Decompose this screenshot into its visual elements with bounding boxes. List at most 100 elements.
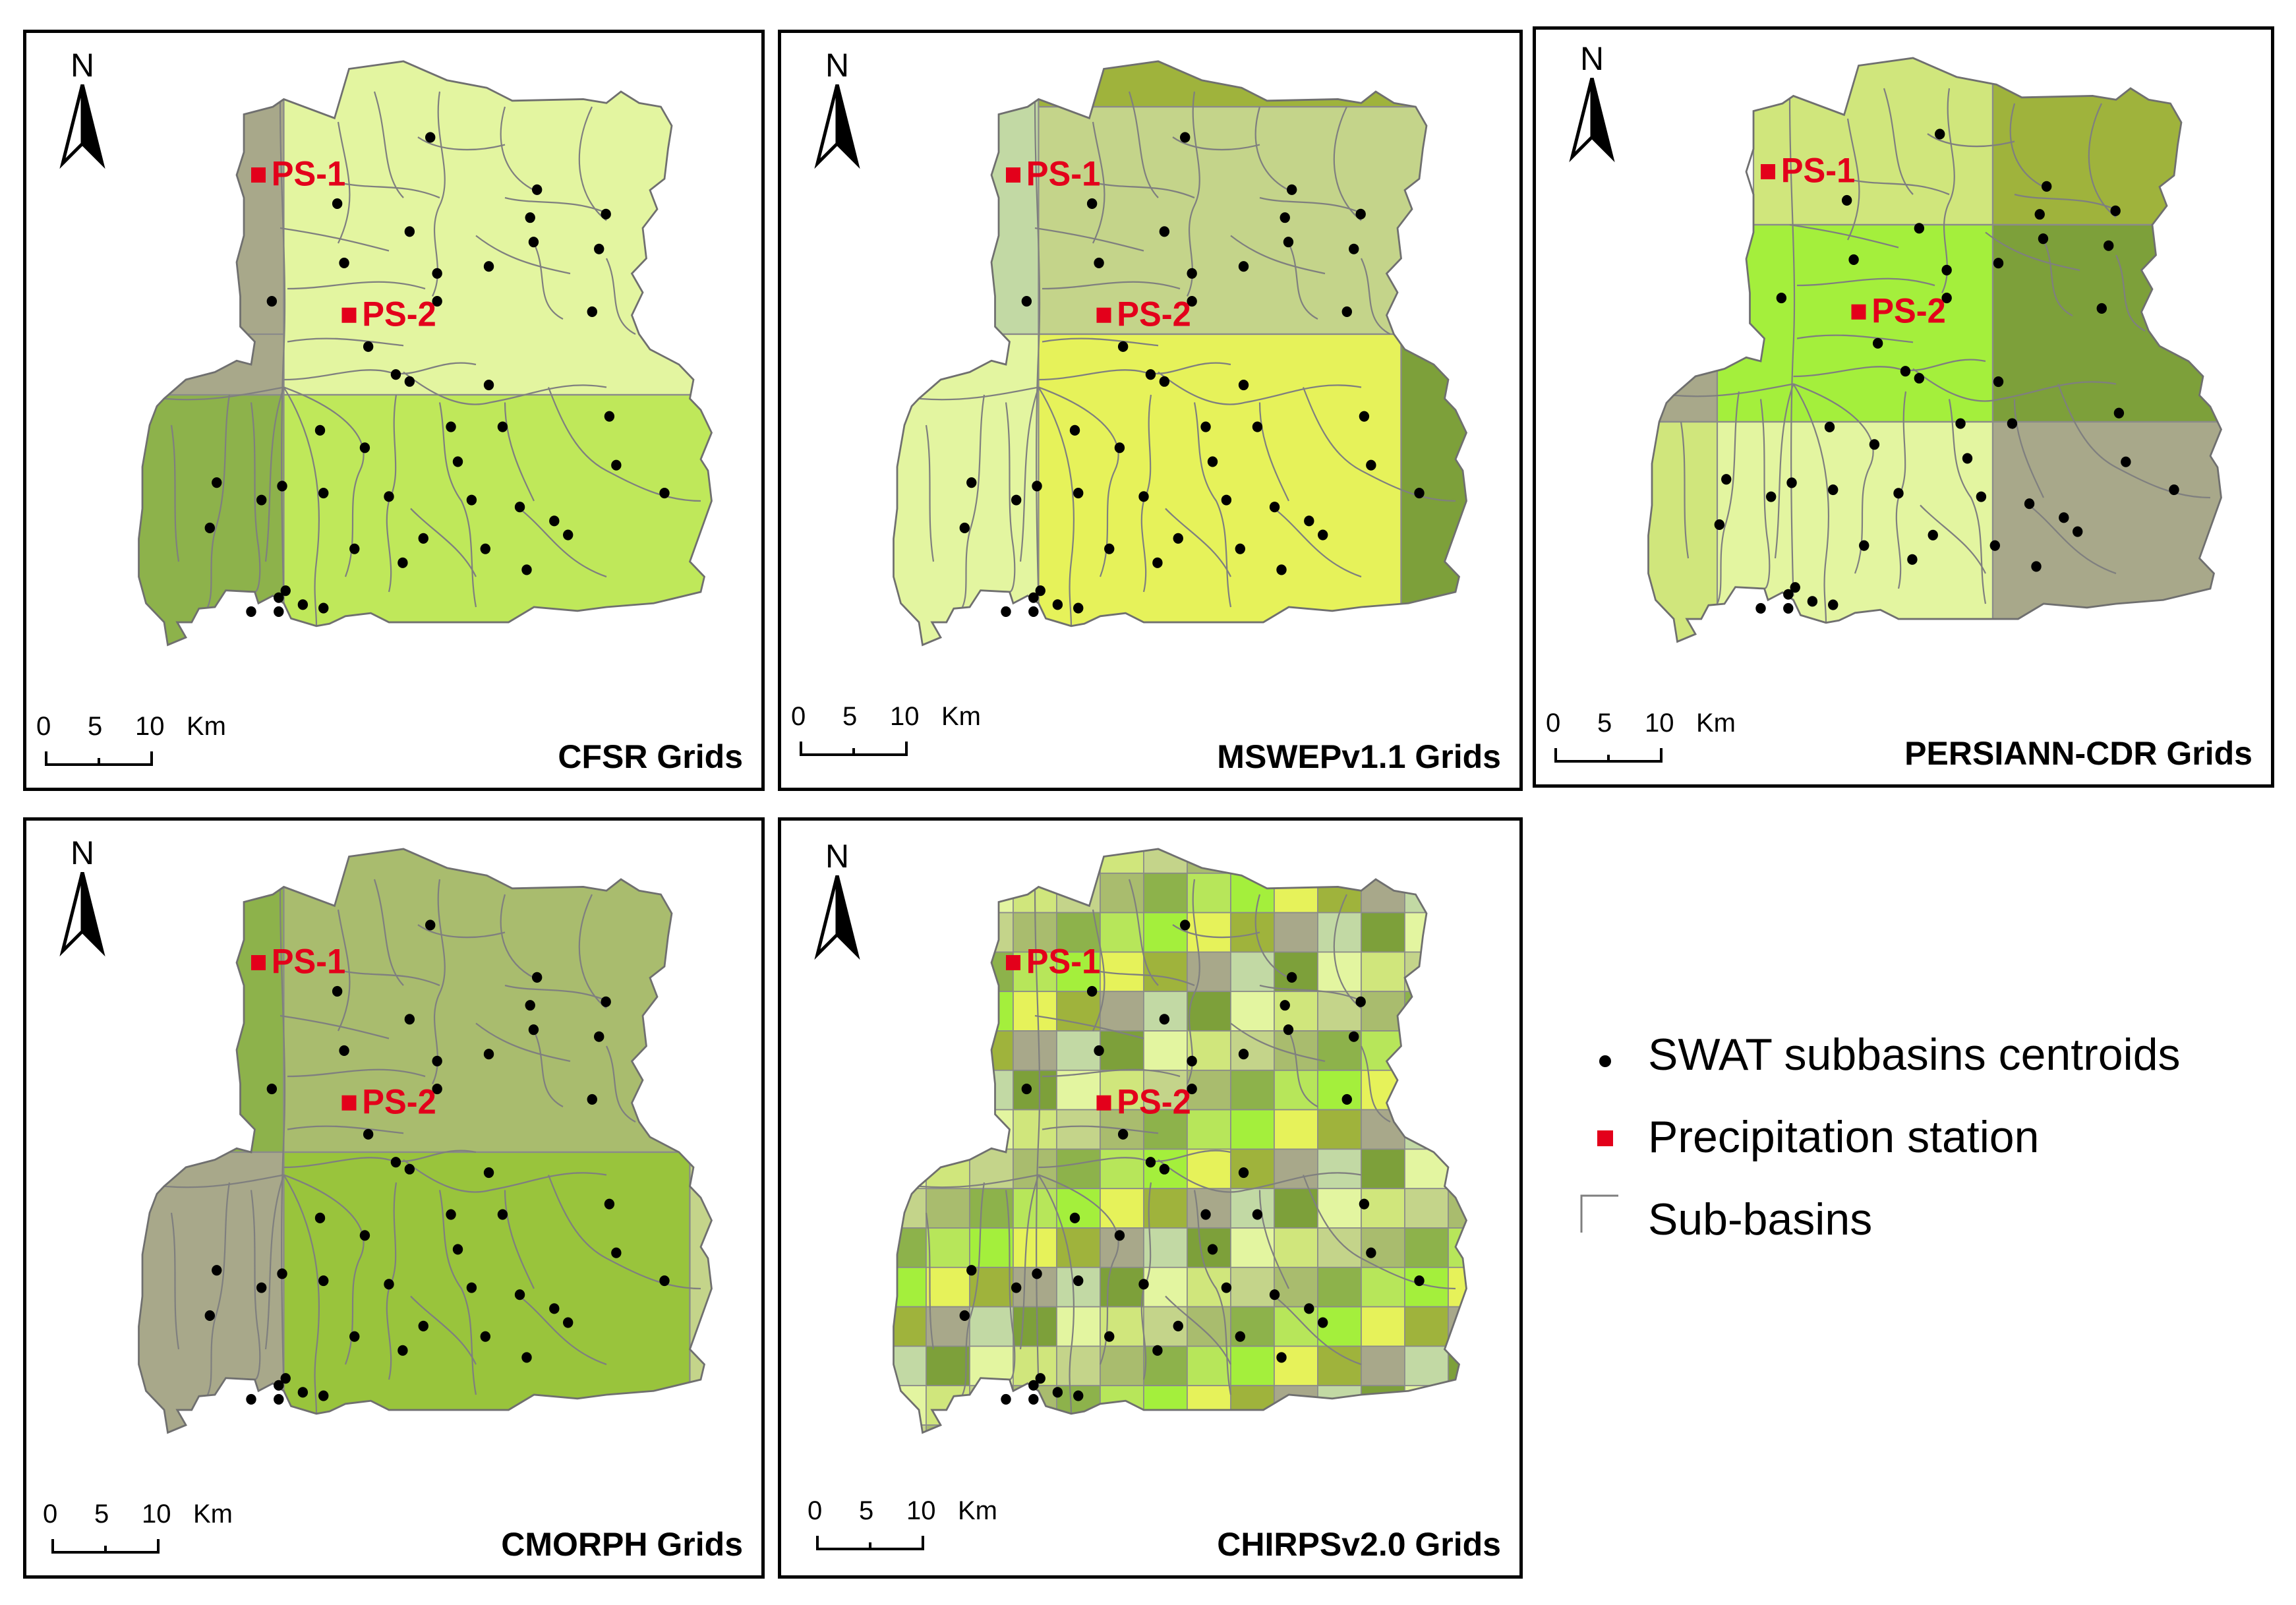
subbasin-boundary bbox=[1259, 196, 1362, 214]
subbasin-centroid bbox=[349, 543, 360, 554]
grid-cell bbox=[1230, 1345, 1275, 1387]
subbasin-boundary bbox=[504, 402, 535, 502]
subbasin-centroid bbox=[2110, 205, 2121, 216]
grid-cell bbox=[1056, 951, 1101, 993]
grid-cell bbox=[1404, 1188, 1449, 1229]
subbasin-centroid bbox=[1238, 380, 1249, 391]
subbasin-boundary bbox=[1717, 391, 1740, 604]
subbasin-boundary bbox=[264, 1175, 285, 1350]
subbasin-boundary bbox=[1259, 984, 1362, 1002]
basin-map: PS-1 PS-2 bbox=[1647, 57, 2223, 643]
scale-unit: Km bbox=[193, 1500, 233, 1529]
subbasin-centroid bbox=[1976, 491, 1987, 502]
subbasin-boundary bbox=[373, 879, 404, 986]
grid-cell bbox=[1274, 1227, 1318, 1268]
legend-label: Sub-basins bbox=[1648, 1194, 1873, 1244]
subbasin-centroid bbox=[563, 1317, 574, 1328]
subbasin-boundary bbox=[337, 121, 351, 244]
grid-cell bbox=[893, 1148, 927, 1190]
subbasin-boundary bbox=[962, 1182, 986, 1395]
subbasin-centroid bbox=[363, 341, 374, 352]
subbasin-centroid bbox=[1783, 589, 1794, 600]
precipitation-station bbox=[1096, 1095, 1111, 1111]
subbasin-centroid bbox=[525, 1000, 535, 1011]
grid-cell bbox=[1716, 223, 1994, 423]
grid-cell bbox=[1100, 991, 1144, 1032]
basin-outline bbox=[893, 60, 1468, 647]
grid-cell bbox=[893, 991, 927, 1032]
subbasin-centroid bbox=[246, 606, 256, 617]
subbasin-centroid bbox=[1138, 491, 1149, 502]
subbasin-boundary bbox=[519, 508, 607, 578]
grid-cell bbox=[1648, 223, 1719, 423]
grid-cell bbox=[926, 991, 970, 1032]
subbasin-boundaries bbox=[163, 879, 701, 1414]
grid-cell bbox=[1404, 1030, 1449, 1071]
subbasin-boundary bbox=[962, 394, 986, 608]
subbasin-boundary bbox=[410, 508, 477, 577]
grid-cell bbox=[1361, 1069, 1405, 1111]
subbasin-centroid bbox=[1349, 1031, 1359, 1042]
subbasin-centroid bbox=[1841, 194, 1852, 206]
grid-cell bbox=[1056, 1069, 1101, 1111]
subbasin-boundary bbox=[1092, 121, 1105, 244]
subbasin-boundary bbox=[207, 1182, 231, 1395]
subbasin-boundary bbox=[1258, 402, 1289, 502]
precipitation-station bbox=[1851, 304, 1866, 320]
grid-cell bbox=[138, 333, 285, 396]
subbasin-centroid bbox=[1200, 421, 1211, 432]
grid-cell bbox=[1317, 1069, 1362, 1111]
subbasin-boundary bbox=[1187, 879, 1200, 1085]
subbasin-boundary bbox=[1165, 508, 1231, 577]
subbasin-boundary bbox=[1042, 1125, 1159, 1134]
scale-tick: 5 bbox=[1597, 709, 1612, 738]
grid-cell bbox=[1361, 872, 1405, 914]
grid-cell bbox=[1100, 1188, 1144, 1229]
subbasin-centroid bbox=[959, 522, 970, 533]
subbasin-boundary bbox=[283, 1150, 477, 1169]
subbasin-centroid bbox=[363, 1128, 374, 1140]
grid-cell bbox=[1230, 872, 1275, 914]
grid-cell bbox=[1143, 872, 1188, 914]
grid-cell bbox=[1361, 1188, 1405, 1229]
subbasin-centroid bbox=[1893, 488, 1904, 499]
subbasin-centroid bbox=[587, 306, 597, 318]
subbasin-centroid bbox=[332, 985, 343, 997]
subbasin-centroid bbox=[2031, 561, 2042, 572]
subbasin-centroid bbox=[1086, 198, 1098, 210]
grid-cell bbox=[1013, 1345, 1057, 1387]
subbasin-centroid bbox=[212, 477, 222, 488]
subbasin-boundary bbox=[1230, 1022, 1326, 1063]
subbasin-centroid bbox=[349, 1331, 360, 1342]
subbasin-centroid bbox=[397, 557, 408, 568]
subbasin-boundary bbox=[1792, 383, 1829, 623]
subbasin-centroid bbox=[1252, 421, 1263, 432]
subbasin-centroid bbox=[483, 1049, 494, 1060]
map-panel-cfsr: PS-1 PS-2 N 0 5 10 Km CFSR Grids bbox=[23, 30, 765, 791]
subbasin-centroid bbox=[1052, 1387, 1063, 1398]
subbasin-boundary bbox=[1038, 1174, 1119, 1365]
subbasin-boundary bbox=[337, 909, 351, 1032]
grid-cell bbox=[1361, 991, 1405, 1032]
grid-cells bbox=[138, 848, 712, 1433]
subbasin-centroid bbox=[549, 1303, 560, 1314]
scale-tick: 5 bbox=[859, 1496, 874, 1525]
subbasin-centroid bbox=[432, 1055, 442, 1066]
legend-item-subbasins: Sub-basins bbox=[1579, 1193, 2278, 1246]
subbasin-centroid bbox=[1783, 602, 1794, 614]
grid-cell bbox=[1448, 912, 1467, 953]
scale-unit: Km bbox=[1696, 709, 1736, 738]
subbasin-centroid bbox=[483, 261, 494, 272]
basin-outline bbox=[138, 60, 713, 647]
subbasin-boundary bbox=[1172, 924, 1260, 939]
subbasin-boundary bbox=[280, 1014, 390, 1039]
legend-label: SWAT subbasins centroids bbox=[1648, 1030, 2181, 1080]
subbasin-centroid bbox=[280, 585, 291, 597]
subbasin-centroid bbox=[611, 459, 622, 471]
subbasin-boundary bbox=[1796, 334, 1914, 343]
subbasin-centroid bbox=[2059, 512, 2069, 523]
subbasin-centroid bbox=[1824, 421, 1835, 432]
subbasin-centroid bbox=[432, 268, 442, 279]
grid-cell bbox=[283, 1151, 691, 1433]
grid-cell bbox=[1056, 991, 1101, 1032]
